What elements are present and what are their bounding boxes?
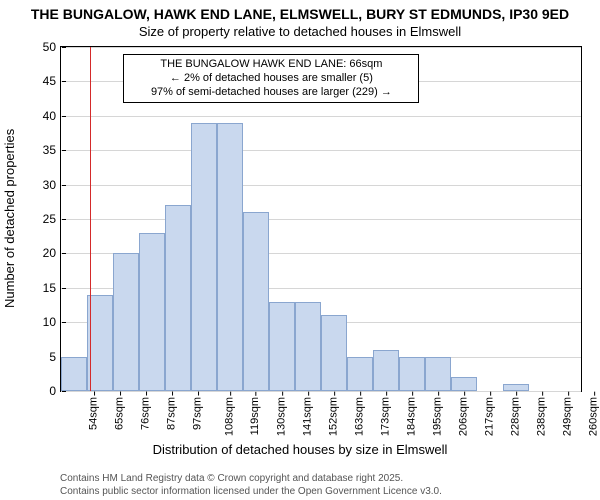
x-axis-label: Distribution of detached houses by size … [0, 442, 600, 457]
x-tick: 228sqm [511, 397, 522, 436]
x-tick: 249sqm [563, 397, 574, 436]
x-tick: 195sqm [433, 397, 444, 436]
x-tick: 217sqm [485, 397, 496, 436]
y-tick: 45 [43, 75, 61, 87]
histogram-bar [217, 123, 243, 391]
y-tick: 50 [43, 41, 61, 53]
histogram-bar [269, 302, 295, 391]
x-tick: 163sqm [355, 397, 366, 436]
property-marker-line [90, 47, 91, 391]
x-tick: 76sqm [141, 397, 152, 430]
footnote-line2: Contains public sector information licen… [60, 486, 442, 497]
anno-line1: THE BUNGALOW HAWK END LANE: 66sqm [160, 58, 382, 70]
footnote-line1: Contains HM Land Registry data © Crown c… [60, 473, 403, 484]
x-tick: 65sqm [115, 397, 126, 430]
histogram-bar [87, 295, 113, 391]
x-tick: 173sqm [381, 397, 392, 436]
chart-subtitle: Size of property relative to detached ho… [0, 24, 600, 40]
grid-line [61, 150, 581, 151]
anno-line3: 97% of semi-detached houses are larger (… [151, 86, 392, 98]
x-tick: 184sqm [407, 397, 418, 436]
histogram-bar [243, 212, 269, 391]
grid-line [61, 185, 581, 186]
y-axis-label: Number of detached properties [2, 129, 17, 308]
x-tick: 238sqm [537, 397, 548, 436]
histogram-bar [451, 377, 477, 391]
footnote: Contains HM Land Registry data © Crown c… [60, 472, 442, 498]
y-tick: 30 [43, 179, 61, 191]
grid-line [61, 116, 581, 117]
histogram-bar [61, 357, 87, 391]
y-tick: 25 [43, 213, 61, 225]
plot-area: 0510152025303540455054sqm65sqm76sqm87sqm… [60, 46, 582, 392]
y-tick: 15 [43, 282, 61, 294]
histogram-bar [373, 350, 399, 391]
y-tick: 20 [43, 247, 61, 259]
y-tick: 5 [49, 351, 61, 363]
x-tick: 87sqm [167, 397, 178, 430]
histogram-bar [165, 205, 191, 391]
histogram-bar [113, 253, 139, 391]
x-tick: 141sqm [303, 397, 314, 436]
x-tick: 206sqm [459, 397, 470, 436]
x-tick: 108sqm [225, 397, 236, 436]
grid-line [61, 219, 581, 220]
chart-title: THE BUNGALOW, HAWK END LANE, ELMSWELL, B… [0, 6, 600, 23]
histogram-bar [295, 302, 321, 391]
x-tick: 260sqm [589, 397, 600, 436]
grid-line [61, 47, 581, 48]
x-tick: 97sqm [193, 397, 204, 430]
histogram-bar [347, 357, 373, 391]
x-tick: 119sqm [250, 397, 261, 435]
x-tick: 152sqm [329, 397, 340, 436]
histogram-bar [139, 233, 165, 391]
annotation-box: THE BUNGALOW HAWK END LANE: 66sqm ← 2% of… [123, 54, 419, 103]
y-tick: 35 [43, 144, 61, 156]
grid-line [61, 391, 581, 392]
anno-line2: ← 2% of detached houses are smaller (5) [170, 72, 373, 84]
y-tick: 40 [43, 110, 61, 122]
x-tick: 130sqm [277, 397, 288, 436]
y-tick: 0 [49, 385, 61, 397]
histogram-bar [503, 384, 529, 391]
histogram-bar [425, 357, 451, 391]
histogram-bar [321, 315, 347, 391]
histogram-bar [399, 357, 425, 391]
histogram-bar [191, 123, 217, 391]
x-tick: 54sqm [89, 397, 100, 430]
y-tick: 10 [43, 316, 61, 328]
